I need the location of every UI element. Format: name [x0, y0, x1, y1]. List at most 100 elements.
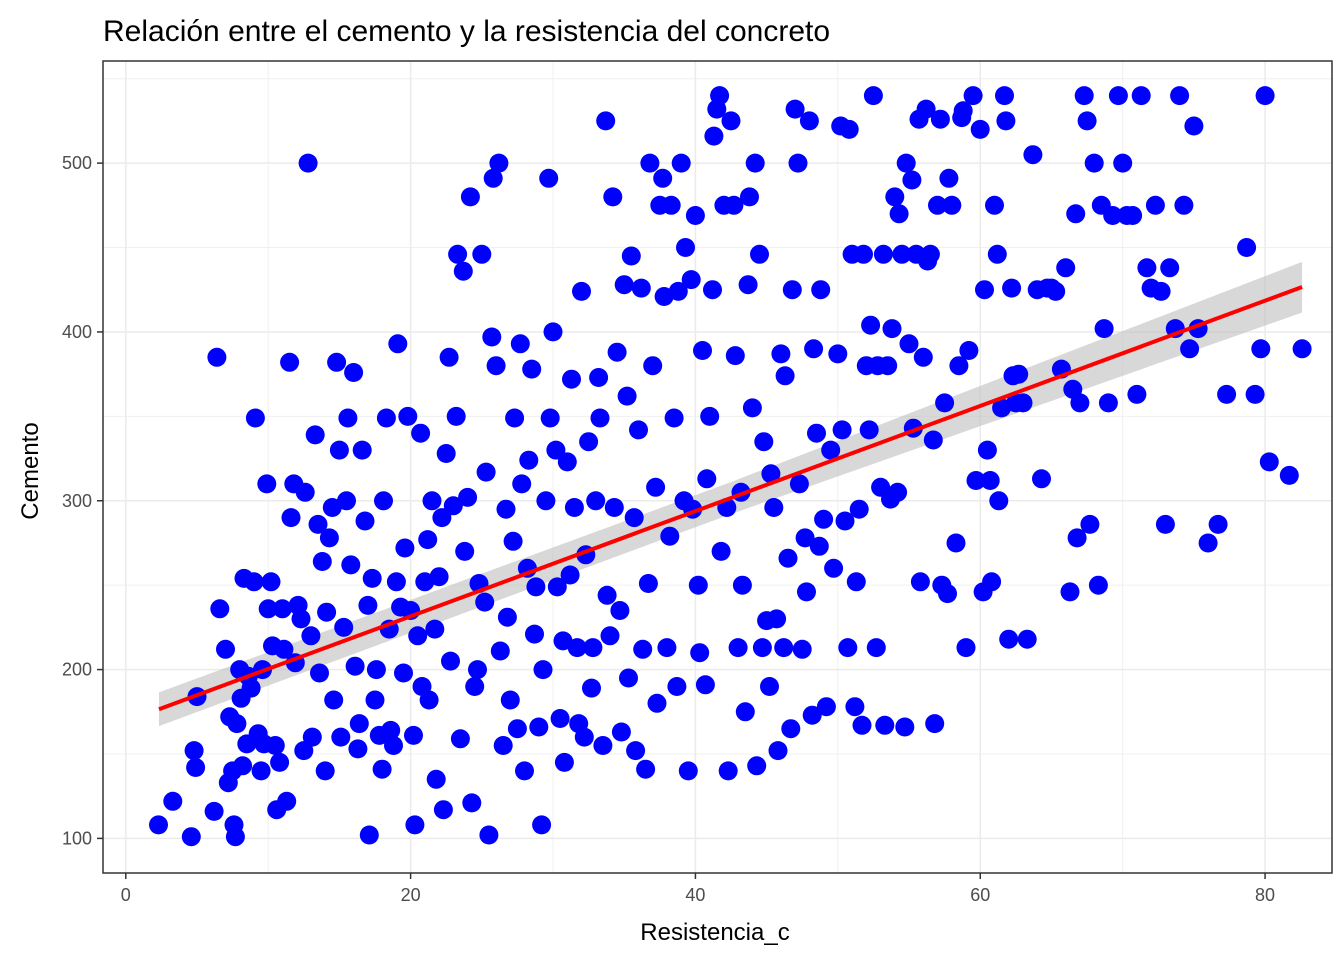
- data-point: [443, 496, 463, 516]
- data-point: [910, 572, 930, 592]
- data-point: [251, 761, 271, 781]
- data-point: [930, 109, 950, 129]
- data-point: [547, 577, 567, 597]
- data-point: [1255, 86, 1275, 106]
- data-point: [996, 111, 1016, 131]
- data-point: [567, 638, 587, 658]
- data-point: [596, 111, 616, 131]
- data-point: [1151, 281, 1171, 301]
- data-point: [949, 356, 969, 376]
- data-point: [742, 398, 762, 418]
- data-point: [1060, 582, 1080, 602]
- data-point: [244, 572, 264, 592]
- data-point: [892, 244, 912, 264]
- data-point: [163, 791, 183, 811]
- data-point: [629, 420, 648, 440]
- data-point: [768, 741, 788, 761]
- data-point: [816, 697, 836, 717]
- data-point: [752, 638, 772, 658]
- data-point: [913, 347, 933, 367]
- data-point: [305, 425, 325, 445]
- data-point: [261, 572, 281, 592]
- data-point: [366, 660, 386, 680]
- data-point: [184, 741, 204, 761]
- data-point: [942, 195, 962, 215]
- data-point: [345, 656, 365, 676]
- data-point: [486, 356, 506, 376]
- data-point: [433, 800, 453, 820]
- data-point: [792, 639, 812, 659]
- data-point: [861, 315, 881, 335]
- data-point: [668, 281, 688, 301]
- data-point: [725, 346, 745, 366]
- data-point: [510, 334, 530, 354]
- data-point: [415, 572, 435, 592]
- data-point: [795, 528, 815, 548]
- data-point: [497, 607, 517, 627]
- data-point: [572, 281, 591, 301]
- data-point: [1259, 452, 1279, 472]
- data-point: [1184, 116, 1204, 136]
- data-point: [633, 639, 653, 659]
- data-point: [619, 668, 638, 688]
- data-point: [341, 555, 361, 575]
- chart-title: Relación entre el cemento y la resistenc…: [103, 15, 830, 48]
- data-point: [711, 541, 731, 561]
- data-point: [233, 756, 253, 776]
- data-point: [590, 408, 610, 428]
- data-point: [475, 592, 495, 612]
- data-point: [422, 491, 442, 511]
- data-point: [337, 491, 356, 511]
- data-point: [989, 491, 1009, 511]
- data-point: [774, 638, 794, 658]
- data-point: [245, 408, 265, 428]
- data-point: [667, 677, 687, 696]
- data-point: [1084, 153, 1104, 173]
- data-point: [802, 705, 822, 725]
- data-point: [479, 825, 499, 845]
- data-point: [500, 690, 520, 710]
- data-point: [959, 341, 979, 360]
- data-point: [966, 471, 986, 490]
- data-point: [1088, 575, 1108, 595]
- data-point: [359, 825, 379, 845]
- data-point: [1251, 339, 1271, 359]
- data-point: [562, 369, 581, 389]
- data-point: [1131, 86, 1151, 106]
- y-tick-label: 200: [62, 660, 92, 680]
- data-point: [574, 727, 594, 747]
- x-axis: 0 20 40 60 80: [121, 873, 1275, 905]
- data-point: [1009, 364, 1029, 384]
- data-point: [322, 498, 342, 517]
- data-point: [982, 572, 1002, 592]
- data-point: [953, 101, 973, 121]
- x-tick-label: 0: [121, 885, 131, 905]
- data-point: [845, 697, 865, 717]
- data-point: [646, 477, 666, 497]
- data-point: [432, 508, 452, 528]
- data-point: [476, 462, 496, 482]
- data-point: [358, 595, 378, 615]
- data-point: [788, 153, 808, 173]
- data-point: [721, 111, 741, 131]
- data-point: [1098, 393, 1118, 413]
- data-point: [582, 678, 601, 698]
- data-point: [657, 638, 677, 658]
- data-point: [923, 430, 943, 450]
- data-point: [418, 530, 438, 550]
- data-point: [381, 720, 401, 740]
- data-point: [593, 736, 613, 755]
- data-point: [186, 758, 206, 777]
- data-point: [1208, 514, 1228, 534]
- y-axis-title: Cemento: [17, 422, 44, 519]
- y-axis: 100 200 300 400 500: [62, 153, 103, 848]
- data-point: [241, 678, 261, 698]
- data-point: [257, 474, 277, 494]
- data-point: [735, 702, 755, 722]
- data-point: [610, 601, 630, 620]
- data-point: [878, 356, 898, 376]
- data-point: [362, 568, 382, 588]
- data-point: [536, 491, 556, 511]
